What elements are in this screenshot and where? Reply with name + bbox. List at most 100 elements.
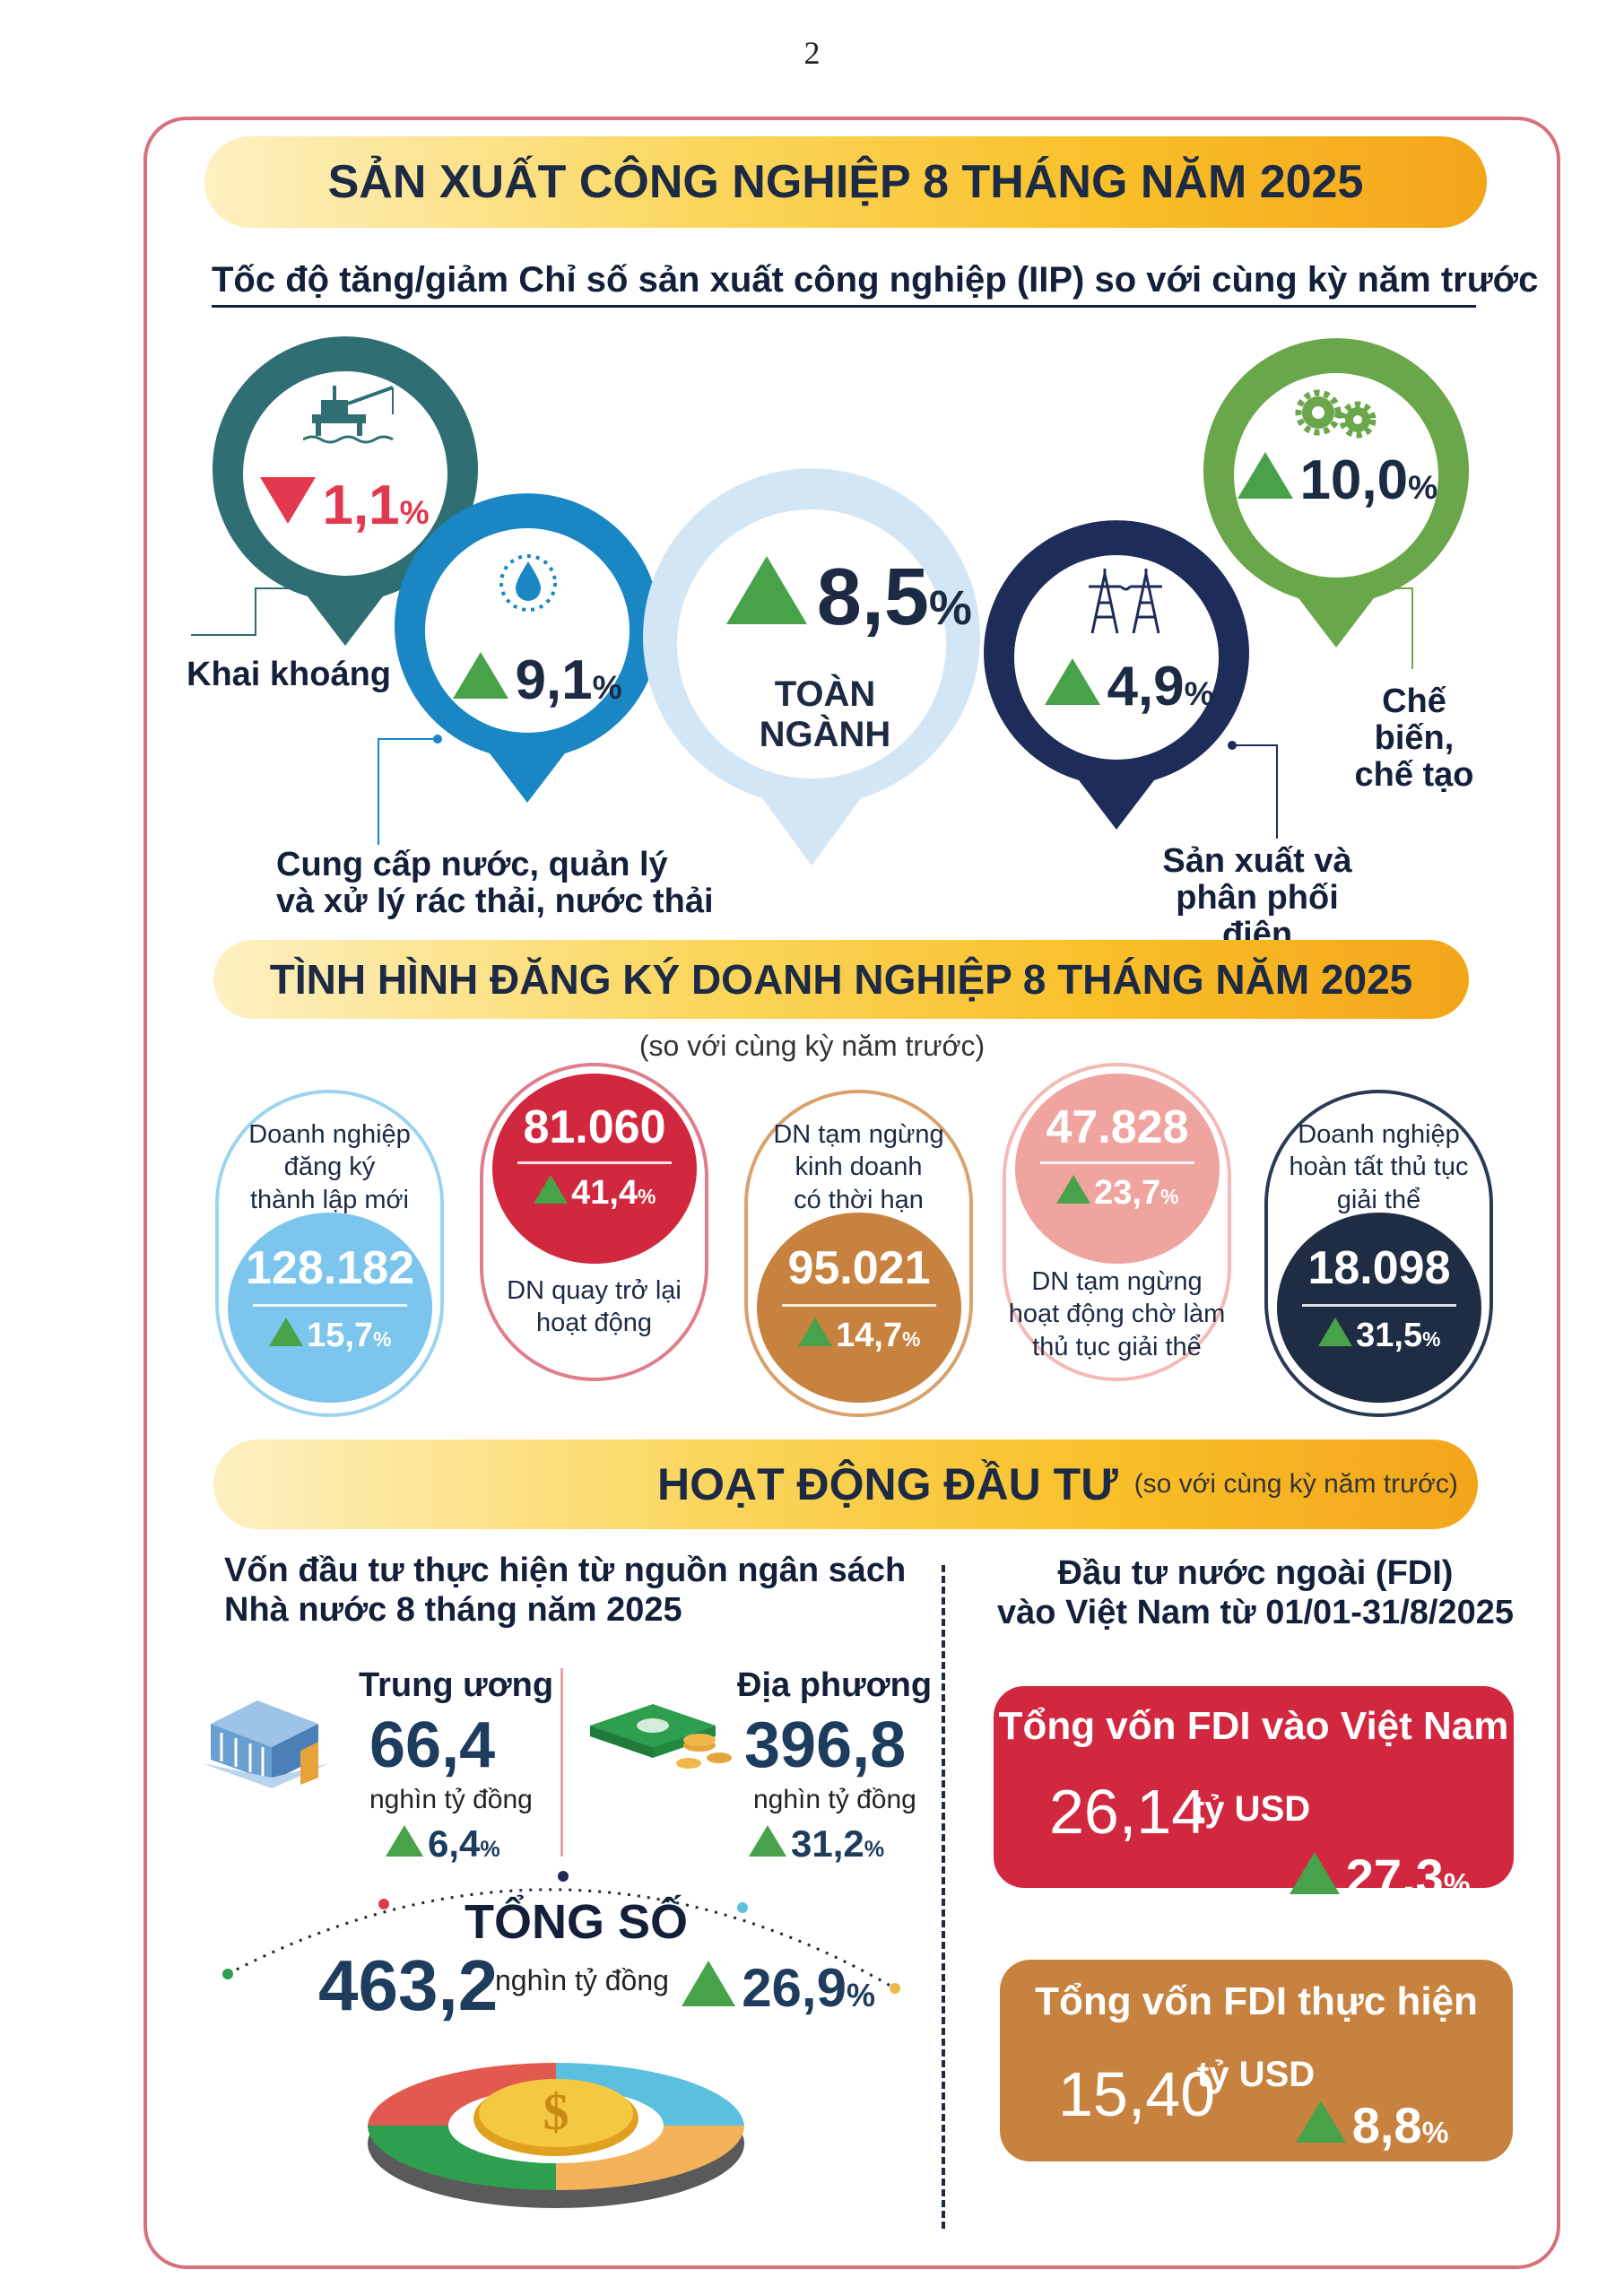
subtitle-underline	[212, 305, 1476, 308]
local-label: Địa phương	[737, 1666, 933, 1704]
card-label: DN quay trở lại hoạt động	[483, 1274, 705, 1340]
card-pct: 31,5	[1356, 1317, 1423, 1354]
section-title: SẢN XUẤT CÔNG NGHIỆP 8 THÁNG NĂM 2025	[327, 156, 1364, 208]
mining-value: 1,1	[322, 474, 400, 536]
local-pct: 31,2	[791, 1822, 864, 1865]
card-pct: 15,7	[307, 1317, 374, 1354]
up-arrow-icon	[1055, 1175, 1090, 1204]
card-label-line: DN tạm ngừng	[773, 1120, 944, 1149]
up-arrow-icon	[749, 1825, 786, 1857]
up-arrow-icon	[1317, 1318, 1352, 1346]
section-banner-industry: SẢN XUẤT CÔNG NGHIỆP 8 THÁNG NĂM 2025	[204, 136, 1487, 228]
fdi-registered-value: 26,14	[1049, 1777, 1207, 1847]
total-pct-group: 26,9%	[682, 1957, 875, 2019]
central-label: Trung ương	[359, 1666, 554, 1704]
fdi-registered-pct-unit: %	[1443, 1868, 1471, 1901]
investment-note: (so với cùng kỳ năm trước)	[1133, 1469, 1458, 1499]
card-pct-group: 15,7%	[228, 1317, 432, 1355]
card-label-line: thành lập mới	[249, 1185, 409, 1214]
fdi-realized-unit: tỷ USD	[1197, 2055, 1316, 2094]
water-label-line1: Cung cấp nước, quản lý	[276, 846, 668, 883]
electricity-value: 4,9	[1107, 656, 1185, 718]
card-divider	[253, 1304, 407, 1307]
water-drop-icon	[499, 554, 557, 612]
card-label-line: Doanh nghiệp	[1298, 1120, 1460, 1149]
mining-label: Khai khoáng	[187, 656, 392, 693]
card-label-line: hoạt động	[535, 1309, 652, 1338]
electricity-label-line1: Sản xuất và	[1162, 842, 1352, 880]
total-pct: 26,9	[742, 1958, 847, 2018]
card-new-enterprise: Doanh nghiệp đăng ký thành lập mới 128.1…	[215, 1090, 444, 1417]
water-label: Cung cấp nước, quản lý và xử lý rác thải…	[276, 846, 714, 921]
fdi-registered-title: Tổng vốn FDI vào Việt Nam	[998, 1704, 1509, 1748]
card-value: 95.021	[787, 1242, 931, 1294]
card-pct: 41,4	[571, 1174, 638, 1212]
fdi-heading-line2: vào Việt Nam từ 01/01-31/8/2025	[996, 1593, 1515, 1631]
total-value: 463,2	[318, 1945, 499, 2025]
manufacturing-value: 10,0	[1299, 449, 1409, 511]
central-pct: 6,4	[428, 1822, 481, 1865]
card-label: Doanh nghiệp hoàn tất thủ tục giải thể	[1268, 1118, 1489, 1216]
electricity-label: Sản xuất và phân phối điện	[1150, 842, 1365, 953]
card-label-line: kinh doanh	[795, 1152, 923, 1182]
total-industry-unit: %	[928, 581, 972, 635]
card-circle: 18.098 31,5%	[1277, 1213, 1481, 1403]
bank-building-icon	[202, 1700, 329, 1788]
water-label-line2: và xử lý rác thải, nước thải	[276, 883, 714, 921]
card-pct-unit: %	[1422, 1327, 1441, 1351]
coin-donut-icon: $	[368, 2063, 744, 2208]
fdi-registered-box: Tổng vốn FDI vào Việt Nam 26,14 tỷ USD 2…	[994, 1686, 1514, 1905]
fdi-realized-value: 15,40	[1058, 2059, 1216, 2129]
central-unit: nghìn tỷ đồng	[369, 1785, 533, 1814]
up-arrow-icon	[533, 1175, 568, 1204]
content-frame	[143, 117, 1560, 2269]
up-arrow-icon	[268, 1318, 303, 1346]
manufacturing-value-group: 10,0%	[1238, 448, 1437, 512]
mining-value-group: 1,1%	[260, 474, 430, 537]
card-pct: 23,7	[1094, 1174, 1161, 1212]
mining-leader-line	[191, 584, 307, 636]
fdi-registered-pct-group: 27,3%	[1290, 1848, 1471, 1906]
card-value: 47.828	[1046, 1101, 1189, 1153]
up-arrow-icon	[386, 1825, 423, 1857]
manufacturing-label: Chế biến, chế tạo	[1338, 683, 1490, 794]
enterprise-note: (so với cùng kỳ năm trước)	[638, 1030, 986, 1062]
card-divider	[1302, 1304, 1456, 1307]
pin-mining	[213, 336, 479, 646]
central-pct-unit: %	[480, 1837, 500, 1862]
card-label-line: DN tạm ngừng	[1031, 1267, 1203, 1296]
card-label-line: Doanh nghiệp	[248, 1120, 411, 1149]
card-circle: 47.828 23,7%	[1015, 1074, 1220, 1264]
fdi-registered-unit: tỷ USD	[1193, 1789, 1311, 1829]
central-value: 66,4	[369, 1709, 496, 1781]
section-title: TÌNH HÌNH ĐĂNG KÝ DOANH NGHIỆP 8 THÁNG N…	[269, 956, 1413, 1003]
up-arrow-icon	[1045, 658, 1100, 705]
pin-electricity	[984, 520, 1249, 830]
section-banner-investment: HOẠT ĐỘNG ĐẦU TƯ (so với cùng kỳ năm trư…	[213, 1439, 1478, 1529]
card-pct-unit: %	[638, 1185, 656, 1208]
card-circle: 81.060 41,4%	[492, 1074, 697, 1264]
fdi-realized-pct: 8,8	[1351, 2097, 1422, 2153]
central-local-divider	[560, 1668, 563, 1857]
card-label-line: đăng ký	[283, 1152, 376, 1182]
manufacturing-label-line2: chế tạo	[1354, 756, 1474, 795]
fdi-realized-box: Tổng vốn FDI thực hiện 15,40 tỷ USD 8,8%	[1000, 1960, 1513, 2161]
state-budget-heading: Vốn đầu tư thực hiện từ nguồn ngân sách …	[224, 1552, 906, 1630]
local-pct-unit: %	[864, 1837, 885, 1862]
card-returned-enterprise: 81.060 41,4% DN quay trở lại hoạt động	[480, 1063, 708, 1381]
total-label: TỔNG SỐ	[465, 1895, 689, 1949]
total-industry-value-group: 8,5%	[726, 552, 972, 644]
electricity-value-group: 4,9%	[1045, 655, 1214, 718]
central-pct-group: 6,4%	[386, 1822, 500, 1866]
card-circle: 128.182 15,7%	[228, 1213, 432, 1403]
local-unit: nghìn tỷ đồng	[753, 1785, 916, 1814]
card-pct-group: 31,5%	[1277, 1317, 1481, 1355]
money-stack-icon	[590, 1704, 732, 1769]
card-value: 128.182	[246, 1242, 414, 1294]
down-arrow-icon	[260, 477, 316, 524]
up-arrow-icon	[1238, 452, 1293, 499]
local-pct-group: 31,2%	[749, 1822, 884, 1866]
section-banner-enterprise: TÌNH HÌNH ĐĂNG KÝ DOANH NGHIỆP 8 THÁNG N…	[213, 940, 1469, 1019]
card-label: DN tạm ngừng kinh doanh có thời hạn	[748, 1118, 969, 1216]
manufacturing-label-line1: Chế biến,	[1374, 683, 1455, 758]
